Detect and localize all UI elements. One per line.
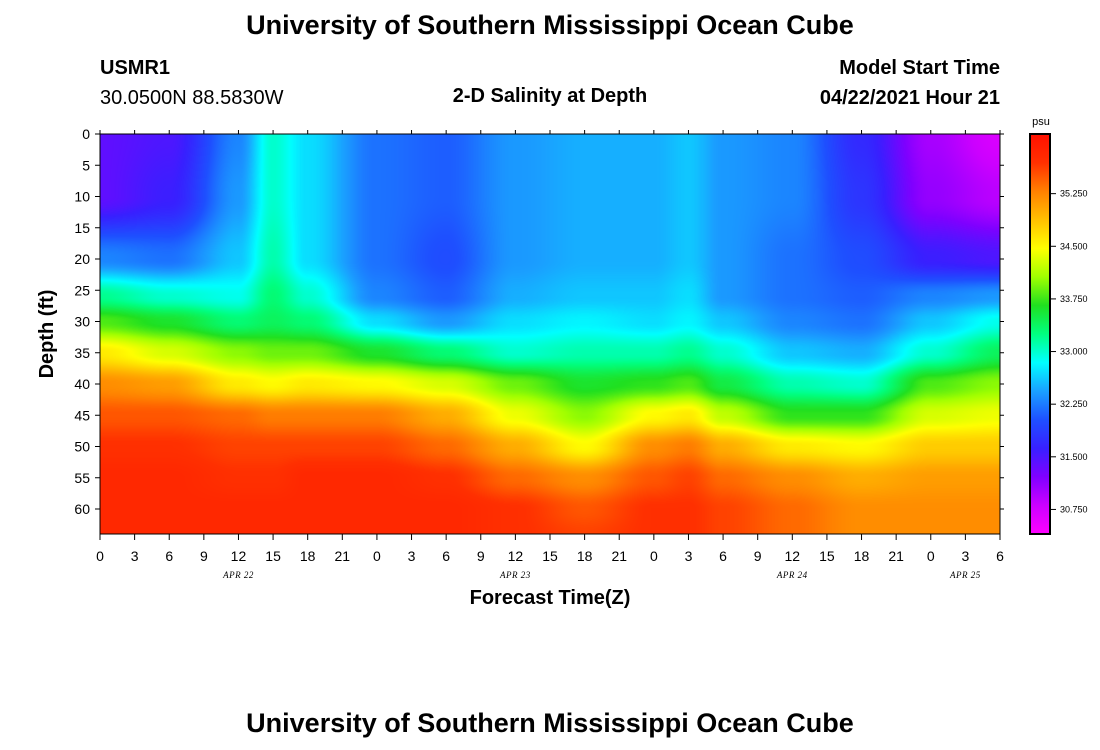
y-axis-label: Depth (ft) (36, 290, 58, 379)
x-tick-label: 0 (650, 548, 658, 564)
x-tick-label: 3 (131, 548, 139, 564)
page-title: University of Southern Mississippi Ocean… (246, 10, 854, 40)
colorbar-tick-label: 35.250 (1060, 189, 1088, 199)
footer-title: University of Southern Mississippi Ocean… (246, 708, 854, 738)
y-tick-label: 50 (74, 439, 90, 455)
x-tick-label: 9 (754, 548, 762, 564)
y-tick-label: 20 (74, 251, 90, 267)
date-label: APR 24 (776, 570, 808, 580)
date-label: APR 25 (949, 570, 981, 580)
y-tick-label: 60 (74, 501, 90, 517)
x-tick-label: 3 (961, 548, 969, 564)
x-tick-label: 18 (854, 548, 870, 564)
model-start-label: Model Start Time (839, 57, 1000, 79)
salinity-heatmap (100, 134, 1000, 534)
y-tick-label: 30 (74, 314, 90, 330)
x-tick-label: 6 (442, 548, 450, 564)
x-tick-label: 0 (927, 548, 935, 564)
x-tick-label: 3 (408, 548, 416, 564)
y-tick-label: 25 (74, 282, 90, 298)
x-tick-label: 9 (200, 548, 208, 564)
y-tick-label: 45 (74, 407, 90, 423)
x-tick-label: 21 (335, 548, 351, 564)
x-tick-label: 21 (888, 548, 904, 564)
colorbar: psu 30.750 31.500 32.250 33.000 33.750 34.500… (1029, 116, 1088, 535)
x-tick-label: 15 (819, 548, 835, 564)
x-tick-label: 21 (611, 548, 627, 564)
colorbar-tick-label: 33.000 (1060, 347, 1088, 357)
x-tick-label: 12 (508, 548, 524, 564)
station-id: USMR1 (100, 57, 171, 79)
x-tick-label: 18 (300, 548, 316, 564)
model-start-value: 04/22/2021 Hour 21 (819, 87, 1000, 109)
date-label: APR 23 (499, 570, 531, 580)
colorbar-gradient (1029, 133, 1051, 535)
y-tick-label: 5 (82, 157, 90, 173)
x-tick-label: 12 (231, 548, 247, 564)
y-tick-label: 0 (82, 126, 90, 142)
y-tick-label: 40 (74, 376, 90, 392)
y-tick-label: 10 (74, 189, 90, 205)
x-tick-label: 6 (719, 548, 727, 564)
colorbar-tick-label: 32.250 (1060, 399, 1088, 409)
x-tick-label: 18 (577, 548, 593, 564)
station-coordinates: 30.0500N 88.5830W (100, 87, 284, 109)
colorbar-tick-label: 30.750 (1060, 504, 1088, 514)
date-label: APR 22 (222, 570, 254, 580)
x-tick-label: 0 (96, 548, 104, 564)
y-tick-label: 55 (74, 470, 90, 486)
y-tick-label: 35 (74, 345, 90, 361)
x-tick-label: 15 (542, 548, 558, 564)
x-axis-label: Forecast Time(Z) (470, 587, 631, 609)
colorbar-tick-label: 34.500 (1060, 241, 1088, 251)
x-tick-label: 0 (373, 548, 381, 564)
colorbar-tick-label: 33.750 (1060, 294, 1088, 304)
plot-title: 2-D Salinity at Depth (452, 85, 648, 107)
x-tick-label: 9 (477, 548, 485, 564)
colorbar-unit: psu (1032, 116, 1050, 128)
x-tick-label: 3 (685, 548, 693, 564)
colorbar-tick-label: 31.500 (1060, 452, 1088, 462)
y-tick-label: 15 (74, 220, 90, 236)
x-tick-label: 12 (785, 548, 801, 564)
x-tick-label: 6 (996, 548, 1004, 564)
x-axis: 0 3 6 9 12 15 18 21 0 3 6 9 12 15 18 21 0 3 6 9 12 15 18 21 0 3 6 A… (96, 130, 1004, 580)
y-axis: 0 5 10 15 20 25 30 35 40 45 50 55 60 (74, 126, 1004, 517)
x-tick-label: 6 (165, 548, 173, 564)
x-tick-label: 15 (265, 548, 281, 564)
